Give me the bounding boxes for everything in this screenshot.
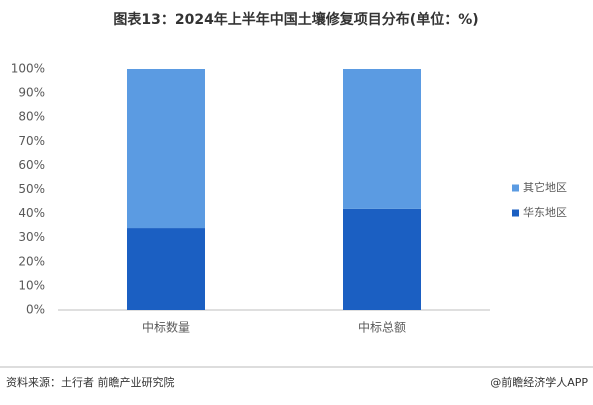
legend-swatch — [512, 209, 519, 217]
y-tick-label: 100% — [11, 62, 45, 76]
bar-segment — [343, 208, 421, 310]
legend-label: 华东地区 — [523, 205, 567, 219]
y-tick-label: 80% — [18, 110, 45, 124]
legend-swatch — [512, 184, 519, 192]
y-tick-label: 0% — [26, 303, 45, 317]
y-tick-label: 60% — [18, 158, 45, 172]
bar-segment — [343, 69, 421, 209]
y-tick-label: 90% — [18, 86, 45, 100]
x-tick-label: 中标数量 — [142, 320, 190, 335]
credit: @前瞻经济学人APP — [490, 375, 588, 389]
y-tick-label: 50% — [18, 182, 45, 196]
y-tick-label: 70% — [18, 134, 45, 148]
chart-title: 图表13：2024年上半年中国土壤修复项目分布(单位：%) — [113, 11, 478, 28]
y-tick-label: 20% — [18, 254, 45, 268]
legend-label: 其它地区 — [523, 180, 567, 194]
x-tick-label: 中标总额 — [358, 320, 406, 335]
source: 资料来源：土行者 前瞻产业研究院 — [6, 375, 175, 389]
bar-segment — [127, 69, 205, 229]
y-tick-label: 40% — [18, 206, 45, 220]
y-tick-label: 10% — [18, 278, 45, 292]
bar-segment — [127, 228, 205, 310]
y-tick-label: 30% — [18, 230, 45, 244]
